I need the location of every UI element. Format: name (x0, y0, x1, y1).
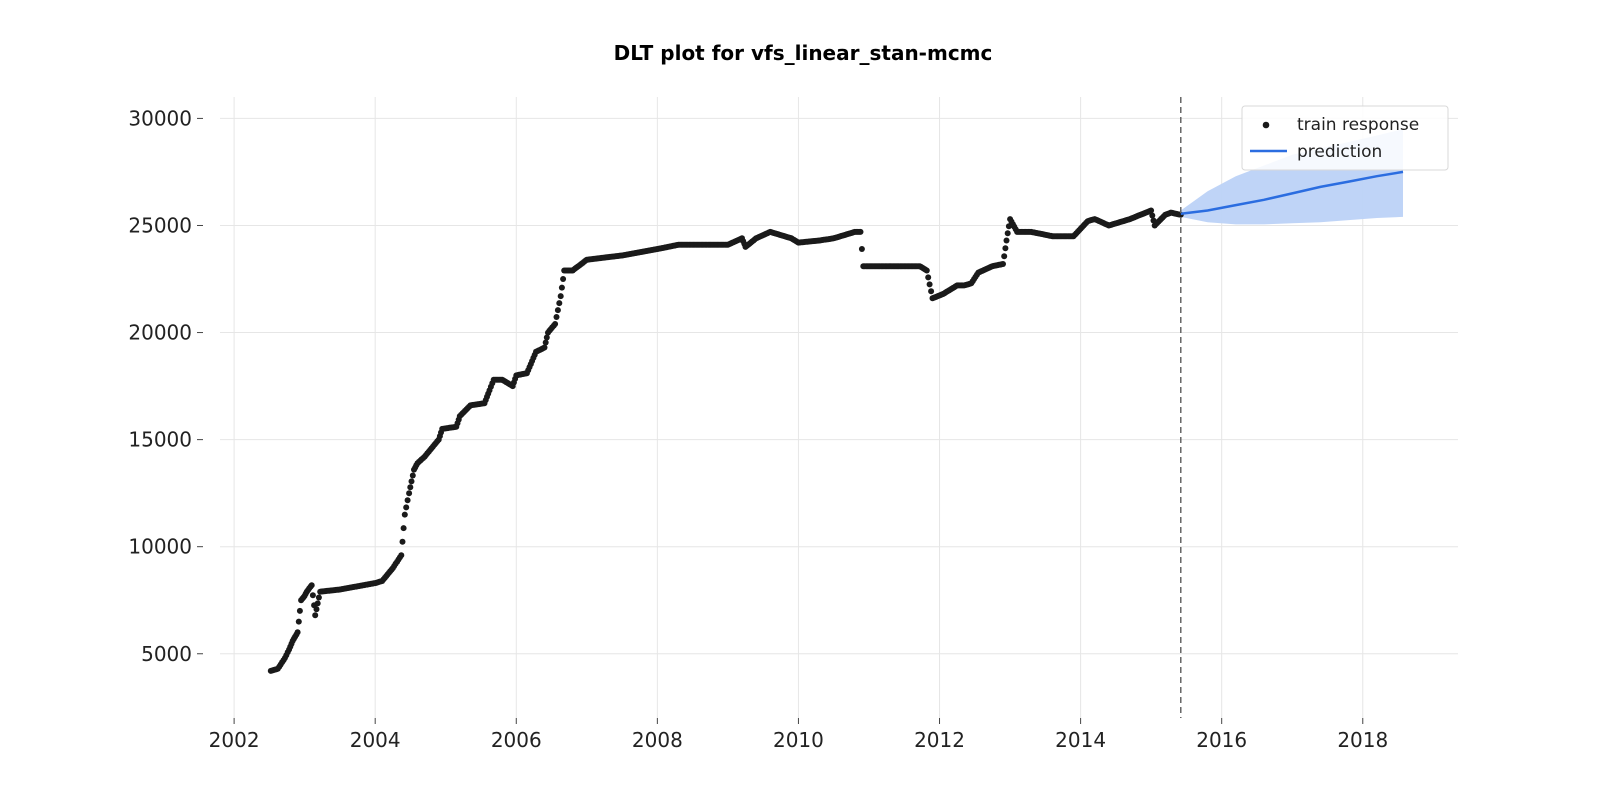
prediction-line (1180, 170, 1404, 215)
y-tick-label: 5000 (141, 642, 192, 666)
train-point (314, 600, 321, 607)
chart-title: DLT plot for vfs_linear_stan-mcmc (614, 41, 993, 65)
train-point (403, 504, 410, 511)
train-point (294, 629, 301, 636)
train-point (1002, 245, 1009, 252)
train-point (1004, 230, 1011, 237)
train-point (1149, 212, 1156, 219)
train-point (925, 274, 932, 281)
x-tick-label: 2018 (1337, 728, 1388, 752)
train-point (409, 472, 416, 479)
train-point (928, 288, 935, 295)
train-point (558, 284, 565, 291)
train-point (553, 314, 560, 320)
train-point (542, 339, 549, 346)
train-point (543, 334, 550, 341)
train-point (858, 246, 865, 252)
y-tick-label: 25000 (128, 213, 192, 237)
y-tick-label: 30000 (128, 106, 192, 130)
train-point (556, 300, 563, 307)
x-tick-label: 2014 (1055, 728, 1106, 752)
train-point (560, 276, 567, 282)
train-point (1148, 207, 1155, 214)
train-point (926, 281, 933, 288)
x-tick-label: 2004 (350, 728, 401, 752)
train-point (1000, 261, 1006, 267)
y-axis-ticks: 5000 10000 15000 20000 25000 30000 (128, 106, 203, 666)
y-tick-label: 10000 (128, 535, 192, 559)
train-point (315, 594, 322, 601)
y-tick-label: 15000 (128, 428, 192, 452)
train-point (313, 606, 320, 613)
train-point (557, 293, 564, 300)
train-point (400, 525, 407, 532)
x-tick-label: 2002 (209, 728, 260, 752)
train-point (552, 321, 559, 327)
train-point (398, 552, 405, 559)
train-point (923, 267, 930, 274)
legend-box (1241, 105, 1449, 171)
train-point (407, 484, 414, 491)
train-point (554, 307, 561, 314)
x-tick-label: 2010 (773, 728, 824, 752)
x-tick-label: 2016 (1196, 728, 1247, 752)
train-point (406, 490, 413, 497)
train-point (404, 497, 411, 504)
legend-label-train: train response (1297, 115, 1419, 135)
train-point (401, 511, 408, 518)
train-point (541, 344, 548, 351)
train-point (308, 582, 315, 589)
x-tick-label: 2012 (914, 728, 965, 752)
train-point (1001, 253, 1008, 260)
train-point (408, 478, 415, 485)
x-tick-label: 2008 (632, 728, 683, 752)
train-point (399, 538, 406, 545)
y-tick-label: 20000 (128, 321, 192, 345)
x-tick-label: 2006 (491, 728, 542, 752)
train-point (309, 592, 316, 599)
x-axis-ticks: 2002 2004 2006 2008 2010 2012 2014 2016 2018 (209, 718, 1388, 752)
train-point (1003, 237, 1010, 244)
grid (220, 97, 1458, 718)
train-point (857, 228, 864, 235)
legend-marker-train (1262, 121, 1270, 129)
train-points (267, 207, 1184, 674)
legend: train response prediction (1241, 105, 1449, 171)
legend-label-prediction: prediction (1297, 142, 1382, 162)
train-point (312, 612, 319, 619)
train-point (296, 607, 303, 614)
train-point (295, 618, 302, 625)
prediction-line-group (1180, 170, 1404, 215)
